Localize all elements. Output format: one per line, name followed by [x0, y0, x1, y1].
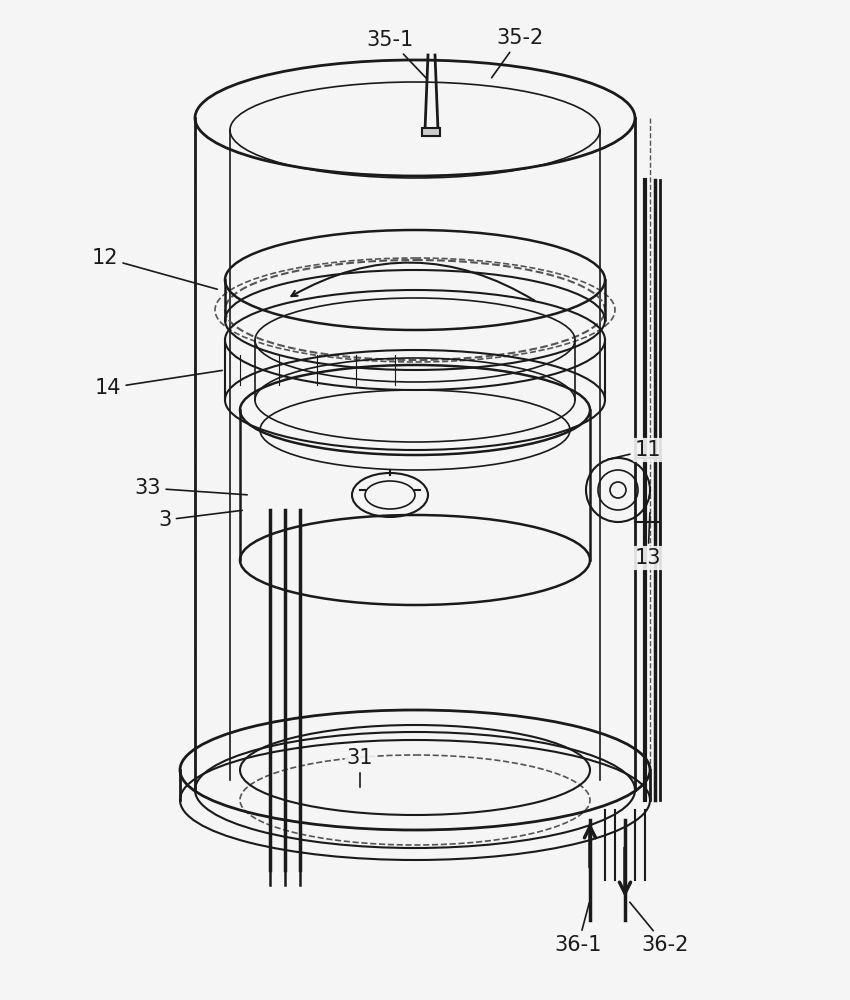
- Text: 13: 13: [635, 513, 661, 568]
- Text: 36-1: 36-1: [554, 903, 602, 955]
- Text: 12: 12: [92, 248, 218, 289]
- Text: 35-1: 35-1: [366, 30, 426, 78]
- Text: 14: 14: [94, 370, 222, 398]
- Text: 33: 33: [135, 478, 247, 498]
- Text: 35-2: 35-2: [491, 28, 544, 78]
- Text: 31: 31: [347, 748, 373, 787]
- Text: 36-2: 36-2: [630, 902, 689, 955]
- Bar: [422, 128, 440, 136]
- Text: 11: 11: [608, 440, 661, 460]
- Text: 3: 3: [158, 510, 242, 530]
